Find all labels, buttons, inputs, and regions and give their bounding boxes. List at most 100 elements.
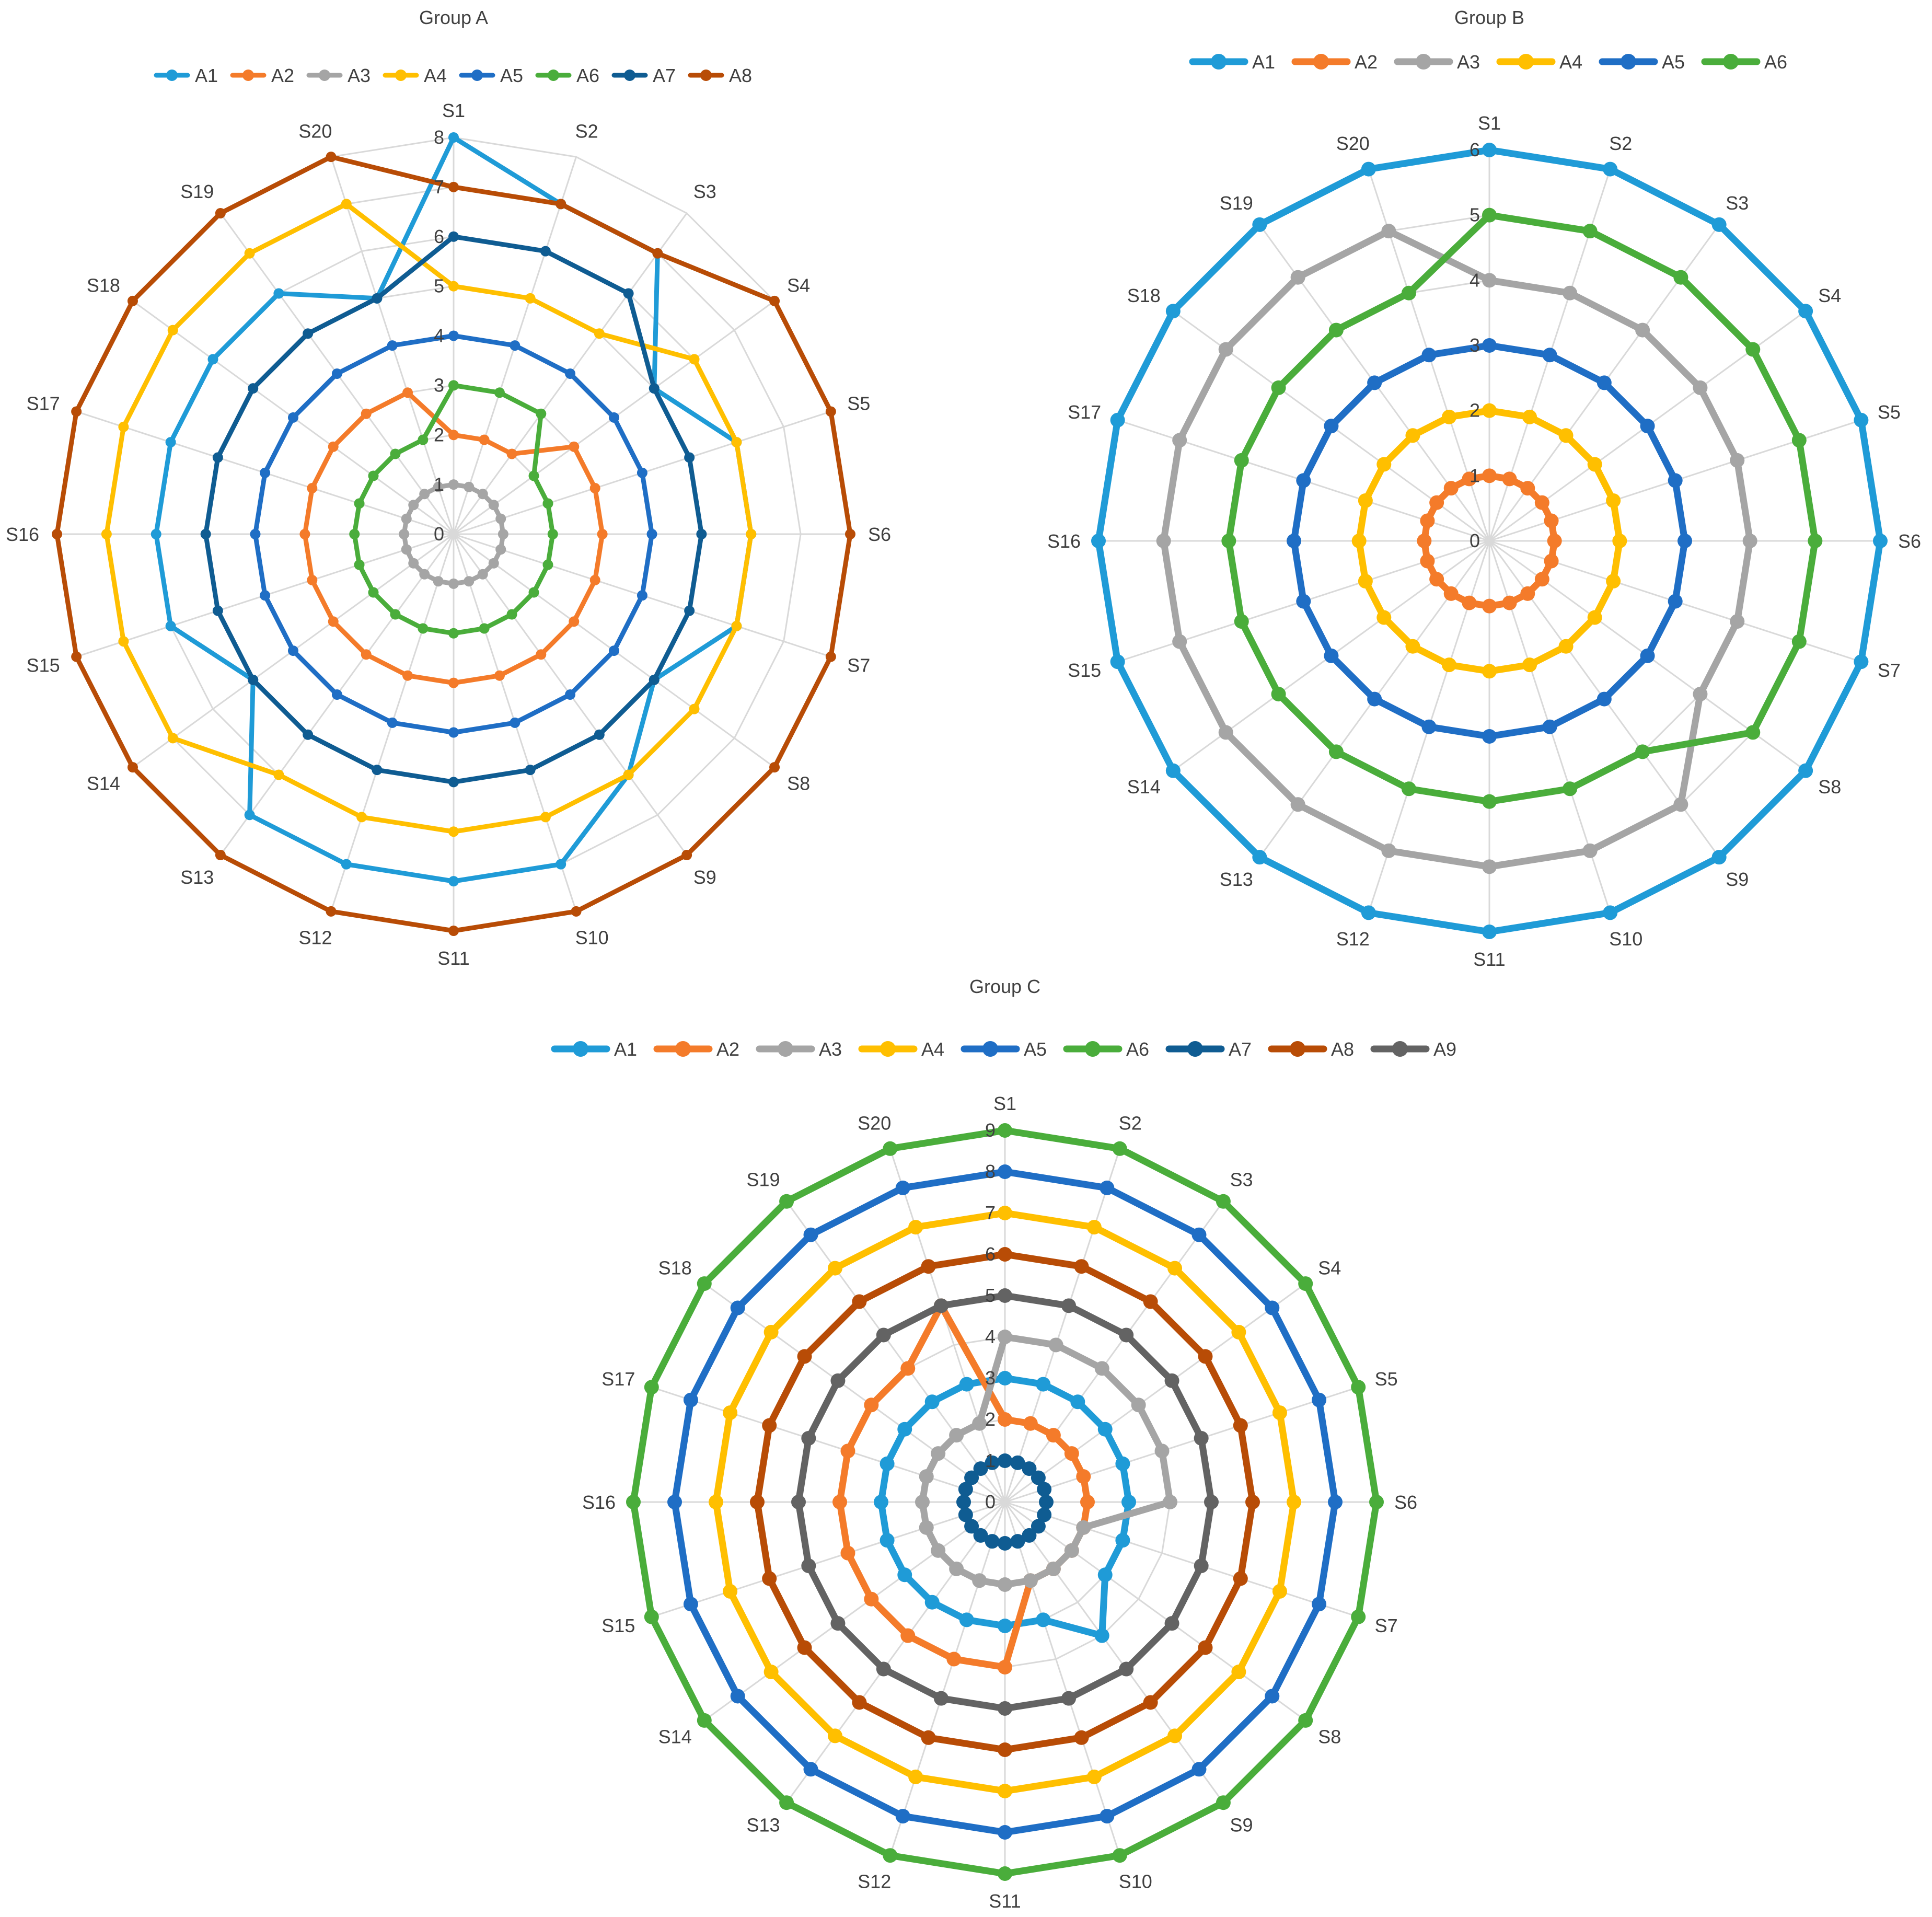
point-a7-s9[interactable] — [594, 729, 605, 740]
point-a4-s20[interactable] — [341, 199, 352, 210]
point-a1-s6[interactable] — [1121, 1495, 1136, 1509]
point-a5-s9[interactable] — [1191, 1762, 1207, 1777]
point-a1-s10[interactable] — [1603, 905, 1618, 920]
point-a5-s19[interactable] — [331, 368, 342, 379]
point-a8-s18[interactable] — [797, 1349, 812, 1364]
point-a7-s7[interactable] — [684, 605, 695, 616]
legend-item-a5[interactable]: A5 — [459, 65, 523, 86]
point-a4-s17[interactable] — [118, 421, 129, 432]
point-a8-s4[interactable] — [1198, 1349, 1213, 1364]
point-a6-s3[interactable] — [536, 408, 547, 419]
point-a6-s1[interactable] — [998, 1123, 1012, 1138]
series-a2[interactable] — [299, 387, 608, 688]
point-a8-s4[interactable] — [769, 295, 780, 306]
point-a6-s10[interactable] — [479, 623, 490, 634]
point-a6-s13[interactable] — [1328, 744, 1344, 759]
point-a4-s5[interactable] — [731, 437, 742, 448]
point-a8-s11[interactable] — [998, 1742, 1012, 1757]
point-a1-s5[interactable] — [1115, 1456, 1130, 1471]
point-a6-s20[interactable] — [883, 1141, 898, 1156]
point-a5-s6[interactable] — [646, 529, 657, 539]
legend-item-a1[interactable]: A1 — [551, 1038, 637, 1060]
point-a2-s13[interactable] — [1443, 586, 1459, 601]
point-a5-s6[interactable] — [1678, 534, 1692, 548]
point-a1-s13[interactable] — [924, 1595, 940, 1610]
point-a9-s17[interactable] — [801, 1430, 816, 1446]
point-a6-s2[interactable] — [494, 387, 505, 398]
point-a7-s2[interactable] — [1010, 1455, 1025, 1470]
point-a5-s4[interactable] — [609, 412, 620, 423]
point-a7-s5[interactable] — [684, 452, 695, 463]
point-a2-s2[interactable] — [479, 434, 490, 445]
point-a4-s11[interactable] — [1482, 664, 1497, 679]
point-a6-s4[interactable] — [528, 470, 539, 481]
point-a7-s3[interactable] — [623, 288, 634, 299]
point-a2-s15[interactable] — [840, 1545, 855, 1561]
point-a8-s10[interactable] — [1074, 1730, 1089, 1745]
point-a2-s4[interactable] — [1534, 495, 1549, 510]
point-a8-s12[interactable] — [326, 906, 337, 917]
point-a8-s1[interactable] — [448, 181, 459, 192]
point-a6-s12[interactable] — [418, 623, 429, 634]
point-a4-s3[interactable] — [1558, 428, 1574, 443]
point-a6-s19[interactable] — [779, 1194, 794, 1209]
point-a3-s19[interactable] — [419, 489, 430, 500]
point-a1-s10[interactable] — [1036, 1612, 1051, 1627]
point-a3-s19[interactable] — [1290, 270, 1305, 285]
point-a1-s13[interactable] — [244, 810, 255, 821]
point-a1-s4[interactable] — [1097, 1422, 1113, 1437]
point-a6-s15[interactable] — [644, 1609, 659, 1624]
point-a7-s15[interactable] — [212, 605, 223, 616]
point-a2-s2[interactable] — [1023, 1416, 1038, 1431]
point-a4-s15[interactable] — [118, 636, 129, 647]
point-a3-s9[interactable] — [1046, 1561, 1061, 1576]
point-a2-s10[interactable] — [1502, 595, 1517, 610]
point-a3-s9[interactable] — [477, 569, 488, 580]
point-a3-s13[interactable] — [419, 569, 430, 580]
point-a2-s2[interactable] — [1502, 471, 1517, 487]
point-a5-s15[interactable] — [683, 1597, 698, 1612]
point-a6-s6[interactable] — [547, 529, 558, 539]
point-a4-s10[interactable] — [1086, 1769, 1102, 1784]
point-a7-s8[interactable] — [1031, 1519, 1046, 1534]
point-a5-s2[interactable] — [1100, 1180, 1115, 1195]
point-a1-s1[interactable] — [998, 1371, 1012, 1385]
point-a4-s8[interactable] — [1587, 610, 1602, 625]
series-a3[interactable] — [399, 479, 508, 589]
point-a3-s13[interactable] — [949, 1561, 964, 1576]
point-a5-s19[interactable] — [1367, 375, 1382, 390]
point-a4-s15[interactable] — [723, 1584, 738, 1599]
point-a4-s19[interactable] — [827, 1261, 842, 1276]
point-a4-s10[interactable] — [540, 812, 551, 823]
point-a7-s6[interactable] — [1039, 1495, 1054, 1509]
point-a5-s11[interactable] — [998, 1825, 1012, 1840]
series-a6[interactable] — [626, 1123, 1384, 1881]
point-a8-s8[interactable] — [769, 762, 780, 773]
point-a5-s11[interactable] — [448, 727, 459, 738]
point-a3-s12[interactable] — [972, 1573, 987, 1588]
point-a5-s14[interactable] — [1324, 648, 1339, 663]
point-a5-s2[interactable] — [1542, 348, 1557, 363]
point-a5-s4[interactable] — [1640, 419, 1655, 434]
point-a5-s17[interactable] — [683, 1392, 698, 1407]
point-a2-s12[interactable] — [1462, 595, 1477, 610]
point-a6-s1[interactable] — [448, 380, 459, 391]
legend-item-a1[interactable]: A1 — [154, 65, 218, 86]
point-a1-s17[interactable] — [165, 437, 176, 448]
point-a6-s7[interactable] — [1351, 1609, 1366, 1624]
legend-item-a3[interactable]: A3 — [1394, 51, 1480, 73]
point-a6-s10[interactable] — [1563, 781, 1578, 796]
point-a8-s19[interactable] — [852, 1294, 867, 1309]
point-a1-s2[interactable] — [1036, 1377, 1051, 1392]
point-a6-s18[interactable] — [1271, 380, 1286, 395]
point-a4-s17[interactable] — [723, 1405, 738, 1421]
point-a4-s14[interactable] — [167, 733, 178, 744]
point-a3-s5[interactable] — [1730, 453, 1745, 468]
point-a2-s6[interactable] — [1547, 534, 1562, 548]
point-a6-s3[interactable] — [1673, 270, 1688, 285]
point-a6-s11[interactable] — [1482, 794, 1497, 809]
point-a1-s3[interactable] — [1711, 217, 1727, 232]
point-a4-s9[interactable] — [1167, 1728, 1183, 1743]
point-a7-s13[interactable] — [303, 729, 314, 740]
point-a5-s19[interactable] — [803, 1227, 818, 1242]
